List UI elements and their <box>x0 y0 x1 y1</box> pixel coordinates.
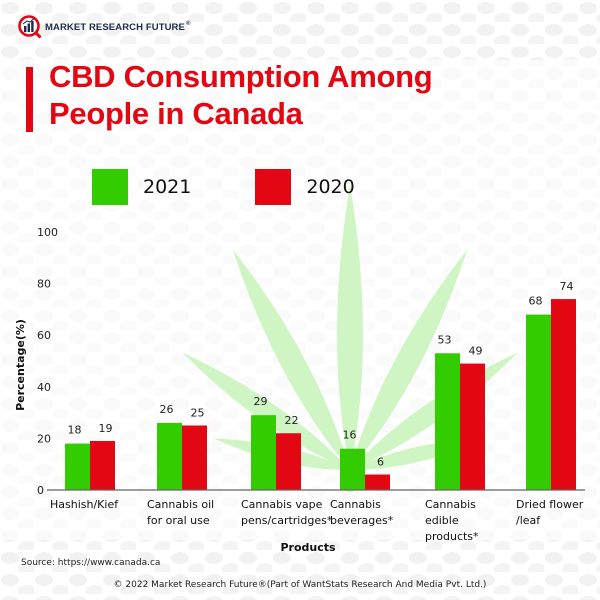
bar-2021 <box>340 448 365 490</box>
y-axis: 0 20 40 60 80 100 <box>37 226 58 497</box>
value-label-2020: 6 <box>377 456 384 469</box>
bar-2020 <box>460 363 485 490</box>
title-accent-bar <box>26 67 33 132</box>
legend-swatch-2020 <box>255 169 292 205</box>
copyright-footer: © 2022 Market Research Future®(Part of W… <box>113 580 487 590</box>
bar-2021 <box>157 422 182 490</box>
chart-title-line-1: CBD Consumption Among <box>49 59 433 94</box>
legend-label-2021: 2021 <box>143 176 192 198</box>
registered-mark: ® <box>185 21 191 27</box>
y-tick-label: 80 <box>37 278 51 291</box>
value-label-2021: 16 <box>343 429 357 442</box>
bar-2020 <box>182 425 207 490</box>
x-category-label: Hashish/Kief <box>50 498 119 511</box>
x-category-label: Cannabis beverages* <box>330 498 394 527</box>
x-axis-title: Products <box>280 541 336 554</box>
value-label-2021: 53 <box>438 333 452 346</box>
value-label-2020: 25 <box>191 407 205 420</box>
x-category-label: Cannabis vape pens/cartridges* <box>241 498 333 527</box>
value-label-2021: 18 <box>68 424 82 437</box>
bar-2021 <box>526 314 551 490</box>
value-label-2021: 26 <box>160 403 174 416</box>
value-label-2021: 29 <box>254 395 268 408</box>
value-label-2020: 74 <box>560 280 574 293</box>
y-axis-title: Percentage(%) <box>14 319 27 411</box>
x-category-label: Cannabis edible products* <box>425 498 479 543</box>
bar-2020 <box>276 433 301 490</box>
y-tick-label: 100 <box>37 226 58 239</box>
x-category-label: Cannabis oil for oral use <box>147 498 214 527</box>
y-tick-label: 60 <box>37 329 51 342</box>
value-label-2020: 19 <box>99 422 113 435</box>
bar-2021 <box>435 353 460 490</box>
cannabis-leaf-icon <box>182 185 518 492</box>
chart-legend: 2021 2020 <box>92 169 419 205</box>
y-tick-label: 0 <box>37 484 44 497</box>
y-tick-label: 20 <box>37 432 51 445</box>
legend-item-2020: 2020 <box>255 169 355 205</box>
value-label-2020: 22 <box>285 414 299 427</box>
legend-label-2020: 2020 <box>306 176 355 198</box>
x-axis-labels: Hashish/Kief Cannabis oil for oral use Cann… <box>50 498 584 543</box>
value-label-2021: 68 <box>529 295 543 308</box>
legend-item-2021: 2021 <box>92 169 191 205</box>
brand-logo: MARKET RESEARCH FUTURE ® <box>18 15 190 39</box>
brand-name: MARKET RESEARCH FUTURE <box>45 21 185 33</box>
x-category-label: Dried flower/leaf <box>516 498 584 527</box>
logo-chart-icon <box>18 15 42 39</box>
bar-2021 <box>251 415 276 490</box>
bar-2020 <box>365 474 390 490</box>
chart-title: CBD Consumption Among People in Canada <box>49 58 433 132</box>
y-tick-label: 40 <box>37 381 51 394</box>
legend-swatch-2021 <box>92 169 128 205</box>
bars: 18 19 26 25 29 22 16 6 53 49 68 74 <box>65 280 576 490</box>
bar-2021 <box>65 443 90 490</box>
chart-title-line-2: People in Canada <box>49 96 303 131</box>
bar-2020 <box>90 440 115 490</box>
value-label-2020: 49 <box>469 345 483 358</box>
bar-2020 <box>551 299 576 490</box>
source-note: Source: https://www.canada.ca <box>21 558 161 568</box>
